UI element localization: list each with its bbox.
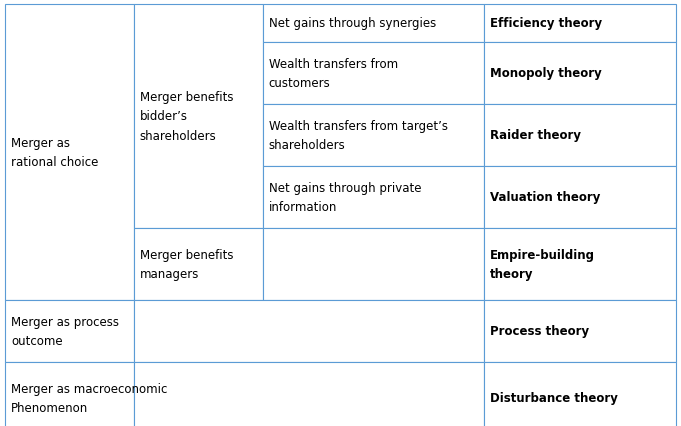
Text: Net gains through synergies: Net gains through synergies	[269, 17, 436, 30]
Text: Wealth transfers from target’s
shareholders: Wealth transfers from target’s sharehold…	[269, 120, 447, 152]
Text: Merger as macroeconomic
Phenomenon: Merger as macroeconomic Phenomenon	[11, 382, 168, 414]
Bar	[484, 43, 676, 105]
Bar	[263, 167, 484, 228]
Bar	[134, 228, 263, 300]
Bar	[134, 362, 484, 426]
Bar	[263, 105, 484, 167]
Text: Raider theory: Raider theory	[490, 129, 581, 142]
Text: Valuation theory: Valuation theory	[490, 191, 601, 204]
Text: Efficiency theory: Efficiency theory	[490, 17, 602, 30]
Bar	[134, 5, 263, 228]
Bar	[263, 5, 484, 43]
Text: Wealth transfers from
customers: Wealth transfers from customers	[269, 58, 398, 90]
Bar	[263, 228, 484, 300]
Bar	[484, 300, 676, 362]
Text: Merger as
rational choice: Merger as rational choice	[11, 137, 98, 169]
Bar	[484, 5, 676, 43]
Text: Merger benefits
bidder’s
shareholders: Merger benefits bidder’s shareholders	[140, 91, 234, 142]
Text: Merger as process
outcome: Merger as process outcome	[11, 315, 119, 347]
Text: Disturbance theory: Disturbance theory	[490, 391, 618, 405]
Bar	[263, 43, 484, 105]
Text: Empire-building
theory: Empire-building theory	[490, 248, 595, 280]
Text: Process theory: Process theory	[490, 325, 589, 338]
Bar	[5, 362, 134, 426]
Text: Net gains through private
information: Net gains through private information	[269, 181, 421, 213]
Text: Merger benefits
managers: Merger benefits managers	[140, 248, 234, 280]
Bar	[5, 300, 134, 362]
Bar	[484, 362, 676, 426]
Bar	[484, 105, 676, 167]
Text: Monopoly theory: Monopoly theory	[490, 67, 602, 81]
Bar	[134, 300, 484, 362]
Bar	[484, 167, 676, 228]
Bar	[5, 5, 134, 300]
Bar	[484, 228, 676, 300]
